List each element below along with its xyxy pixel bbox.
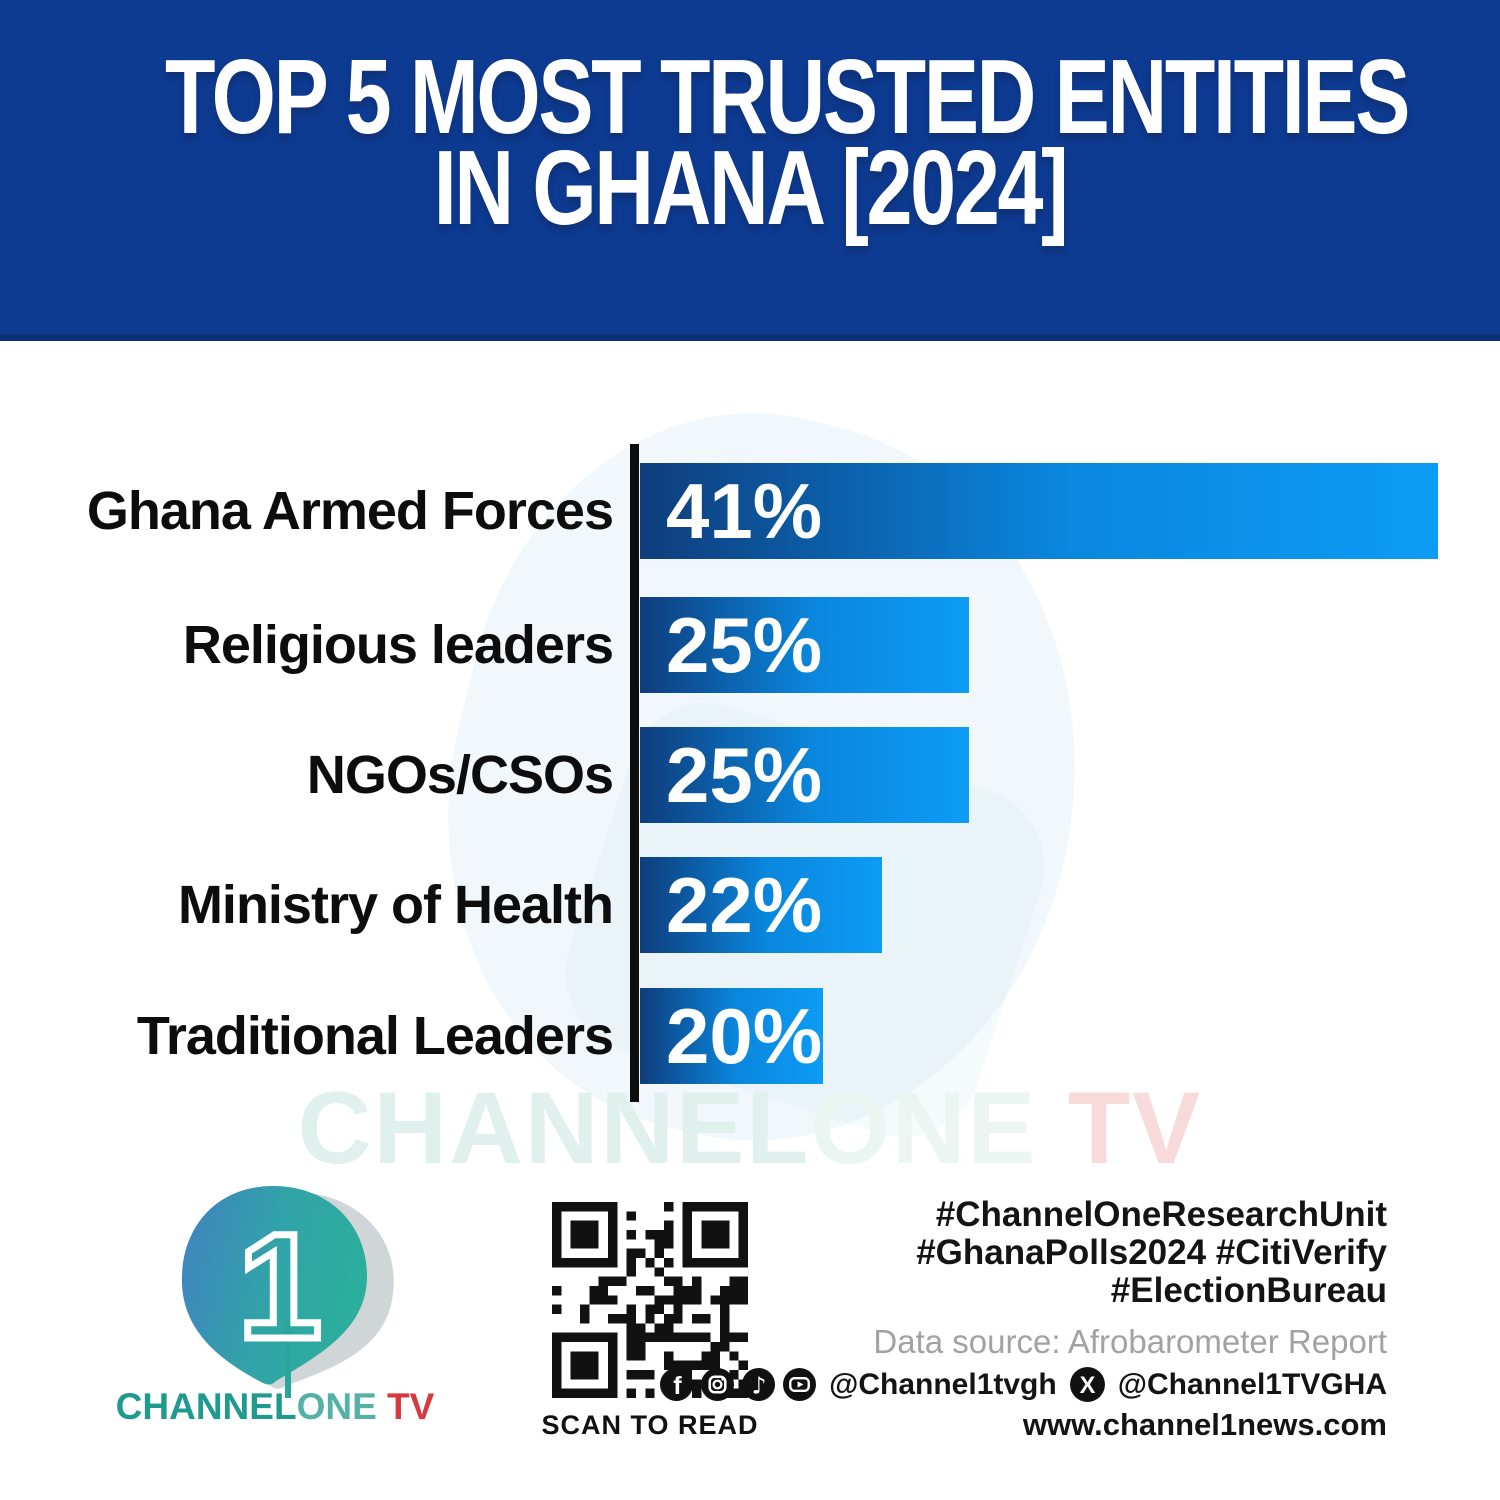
tiktok-icon: ♪	[742, 1367, 776, 1402]
header-bottom-edge	[0, 334, 1500, 341]
brand-one: ONE	[296, 1386, 377, 1427]
category-label: Traditional Leaders	[136, 1006, 614, 1066]
logo-pin-shape	[181, 1186, 368, 1385]
value-label: 41%	[666, 467, 823, 555]
facebook-icon: f	[660, 1367, 694, 1402]
title-line2: IN GHANA [2024]	[433, 129, 1069, 247]
hashtags: #ChannelOneResearchUnit #GhanaPolls2024 …	[727, 1196, 1387, 1310]
qr-caption: SCAN TO READ	[541, 1410, 759, 1440]
logo-digit: 1	[238, 1202, 321, 1370]
social-row: f ♪ @Channel1tvgh X @	[660, 1366, 1387, 1403]
bar-ministry-of-health: 22%	[640, 857, 882, 953]
value-label: 22%	[666, 861, 823, 949]
qr-code	[552, 1202, 748, 1398]
watermark-brand-text: CHANNELONE TV	[0, 1077, 1500, 1179]
category-label: Ghana Armed Forces	[86, 481, 614, 541]
chart-row: Ghana Armed Forces 41%	[0, 463, 1500, 559]
youtube-icon	[783, 1367, 817, 1402]
channel-one-logo: 1	[181, 1186, 394, 1398]
bar-ngos-csos: 25%	[640, 727, 969, 823]
x-icon: X	[1069, 1367, 1105, 1402]
social-handle-1: @Channel1tvgh	[829, 1367, 1057, 1401]
footer-info: #ChannelOneResearchUnit #GhanaPolls2024 …	[660, 1196, 1387, 1443]
svg-text:X: X	[1079, 1373, 1095, 1399]
watermark-tv: TV	[1037, 1071, 1203, 1185]
brand-tv: TV	[376, 1386, 435, 1427]
bar-religious-leaders: 25%	[640, 597, 969, 693]
watermark-one: ONE	[810, 1071, 1038, 1185]
header-banner: TOP 5 MOST TRUSTED ENTITIES IN GHANA [20…	[0, 0, 1500, 334]
svg-text:♪: ♪	[752, 1371, 767, 1399]
category-label: NGOs/CSOs	[306, 745, 614, 805]
social-handle-2: @Channel1TVGHA	[1117, 1367, 1387, 1401]
chart-row: Religious leaders 25%	[0, 597, 1500, 693]
brand-channel: CHANNEL	[115, 1386, 297, 1427]
value-label: 25%	[666, 731, 823, 819]
hashtag-line: #ChannelOneResearchUnit	[935, 1195, 1387, 1234]
instagram-icon	[701, 1367, 735, 1402]
hashtag-line: #GhanaPolls2024 #CitiVerify	[916, 1233, 1387, 1272]
data-source: Data source: Afrobarometer Report	[873, 1323, 1387, 1360]
brand-wordmark: CHANNELONE TV	[110, 1386, 440, 1428]
svg-text:f: f	[673, 1372, 682, 1400]
chart-row: Ministry of Health 22%	[0, 857, 1500, 953]
value-label: 25%	[666, 601, 823, 689]
title-line1: TOP 5 MOST TRUSTED ENTITIES	[165, 38, 1410, 156]
bar-ghana-armed-forces: 41%	[640, 463, 1438, 559]
chart-axis	[630, 444, 639, 1102]
hashtag-line: #ElectionBureau	[1110, 1271, 1387, 1310]
watermark-channel: CHANNEL	[297, 1071, 811, 1185]
value-label: 20%	[666, 992, 823, 1080]
category-label: Ministry of Health	[177, 875, 614, 935]
page-title: TOP 5 MOST TRUSTED ENTITIES IN GHANA [20…	[165, 44, 1410, 241]
chart-row: NGOs/CSOs 25%	[0, 727, 1500, 823]
bar-traditional-leaders: 20%	[640, 988, 823, 1084]
website-url: www.channel1news.com	[1022, 1407, 1387, 1442]
category-label: Religious leaders	[182, 615, 614, 675]
chart-row: Traditional Leaders 20%	[0, 988, 1500, 1084]
